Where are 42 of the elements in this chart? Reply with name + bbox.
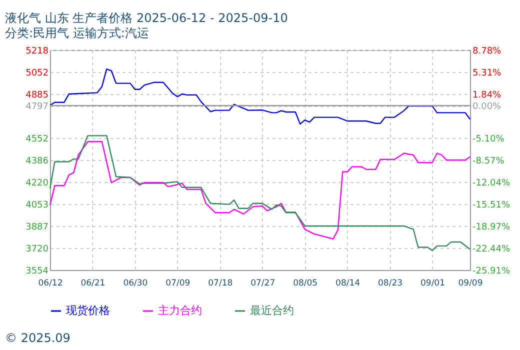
text: © 2025.09 [5,331,70,345]
x-tick-label: 06/30 [123,278,148,288]
x-tick-label: 08/14 [336,278,360,288]
y2-tick-label: 8.78% [472,46,502,56]
x-tick-label: 07/18 [208,278,233,288]
y2-tick-label: 1.84% [472,90,502,101]
line-series [49,135,471,252]
y-tick-label: 4220 [26,178,49,188]
legend-label: 主力合约 [158,304,202,317]
y2-tick-label: 5.31% [472,68,502,79]
y-tick-label: 5218 [26,46,49,56]
y-tick-label: 4885 [26,90,48,101]
y2-tick-label: -5.10% [472,134,505,145]
y2-tick-label: -25.91% [472,266,511,276]
x-tick-label: 08/05 [293,278,318,288]
x-tick-label: 09/09 [458,278,483,288]
y-tick-label: 4053 [26,200,48,211]
y-tick-label: 4552 [26,134,48,145]
legend-label: 现货价格 [66,304,110,317]
x-tick-label: 09/01 [420,278,445,288]
y2-tick-label: -12.04% [472,178,511,189]
line-series [49,141,471,240]
x-tick-label: 07/09 [166,278,190,288]
y-tick-label: 3554 [26,266,49,276]
line-series [49,68,471,125]
y-tick-label: 4797 [26,102,48,112]
y-tick-label: 3720 [26,244,49,255]
y2-tick-label: -15.51% [472,200,511,211]
y2-tick-label: -22.44% [472,244,511,254]
y-tick-label: 5052 [26,68,48,78]
y2-tick-label: -18.97% [472,222,511,232]
chart-subtitle: 分类:民用气 运输方式:汽运 [5,26,149,40]
legend-label: 最近合约 [250,304,294,317]
y2-tick-label: -8.57% [472,156,505,167]
x-tick-label: 06/21 [80,278,106,288]
y2-tick-label: 0.00% [472,102,502,112]
chart-title: 液化气 山东 生产者价格 2025-06-12 - 2025-09-10 [5,11,288,25]
x-tick-label: 08/23 [378,278,403,288]
x-tick-label: 06/12 [38,278,63,288]
y-tick-label: 3887 [26,222,48,232]
y-tick-label: 4386 [26,156,49,166]
x-tick-label: 07/27 [250,278,276,288]
